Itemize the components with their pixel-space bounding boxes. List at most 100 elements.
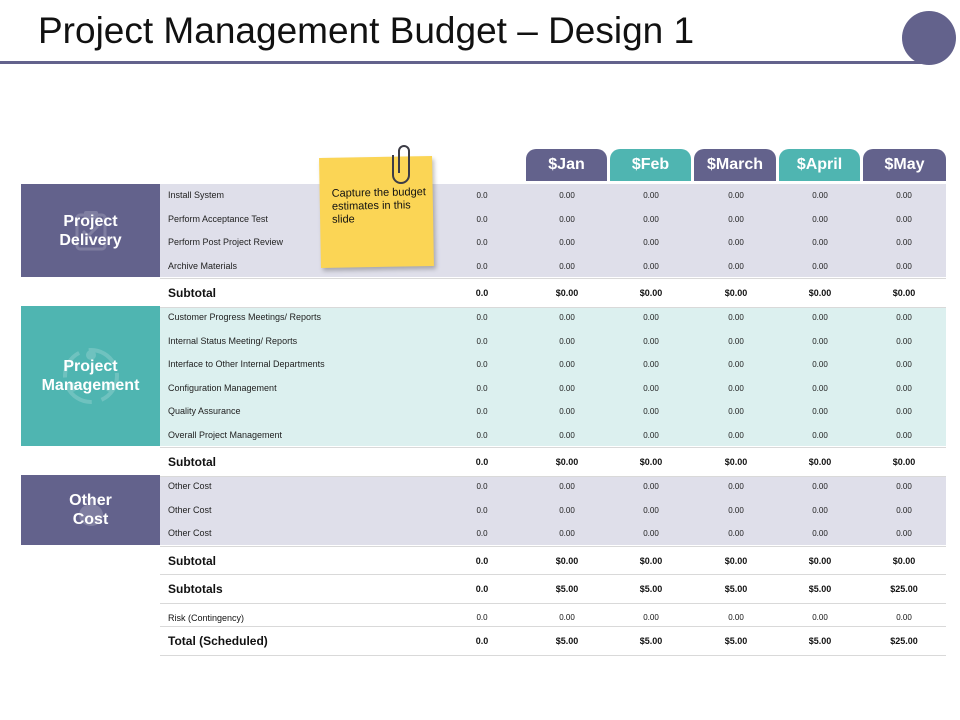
cell-value: 0.0 [475,457,489,467]
cell-value: 0.00 [896,383,912,393]
cell-value: 0.0 [476,261,488,271]
subtotal-row: Subtotal 0.0 $0.00 $0.00 $0.00 $0.00 $0.00 [160,447,946,477]
cell-value: 0.00 [896,613,912,622]
subtotal-row: Subtotal 0.0 $0.00 $0.00 $0.00 $0.00 $0.00 [160,546,946,576]
cell-value: 0.00 [812,529,828,538]
row-label: Subtotal [168,455,216,469]
cell-value: 0.00 [643,407,659,416]
cell-value: 0.0 [476,336,488,346]
cell-value: 0.00 [643,383,659,393]
total-row: Total (Scheduled) 0.0 $5.00 $5.00 $5.00 $5.00… [160,626,946,656]
row-label: Perform Acceptance Test [168,213,268,224]
cell-value: 0.0 [476,482,488,491]
cell-value: 0.00 [559,383,575,393]
cell-value: 0.00 [643,261,659,271]
cell-value: 0.00 [812,261,828,271]
row-label: Other Cost [168,504,212,515]
decorative-circle [902,11,956,65]
sticky-note-text: Capture the budget estimates in this sli… [331,186,426,226]
cell-value: $0.00 [724,457,748,467]
cell-value: $0.00 [892,556,916,566]
cell-value: 0.0 [476,430,488,440]
row-label: Install System [168,190,225,200]
cell-value: 0.00 [812,238,828,247]
cell-value: $5.00 [639,636,663,646]
cell-value: 0.00 [728,407,744,416]
cell-value: 0.00 [643,336,659,346]
cell-value: 0.00 [559,191,575,200]
cell-value: 0.00 [643,505,659,515]
row-label: Other Cost [168,528,212,538]
table-row: Other Cost 0.0 0.00 0.00 0.00 0.00 0.00 [160,475,946,498]
cell-value: 0.00 [559,529,575,538]
cell-value: 0.00 [559,360,575,369]
cell-value: 0.00 [896,191,912,200]
money-bag-icon [73,492,109,528]
cell-value: 0.00 [559,505,575,515]
cell-value: 0.00 [812,214,828,224]
title-underline [0,61,930,64]
paperclip-icon [392,143,414,190]
cell-value: 0.00 [812,407,828,416]
cell-value: 0.00 [728,261,744,271]
cell-value: 0.00 [728,505,744,515]
cell-value: 0.0 [476,360,488,369]
row-label: Risk (Contingency) [168,613,245,623]
cell-value: 0.00 [896,482,912,491]
cell-value: 0.00 [643,238,659,247]
table-row: Archive Materials 0.0 0.00 0.00 0.00 0.00 0.00 [160,255,946,278]
cell-value: 0.00 [896,261,912,271]
cell-value: 0.0 [475,288,489,298]
cell-value: 0.0 [476,313,488,322]
cell-value: 0.00 [728,238,744,247]
cell-value: 0.00 [812,482,828,491]
cell-value: 0.0 [476,383,488,393]
table-row: Install System 0.0 0.00 0.00 0.00 0.00 0.00 [160,184,946,207]
cell-value: 0.00 [643,360,659,369]
cell-value: 0.0 [476,214,488,224]
cell-value: 0.00 [728,430,744,440]
row-label: Interface to Other Internal Departments [168,359,325,369]
table-row: Configuration Management 0.0 0.00 0.00 0.00 0… [160,377,946,400]
row-label: Archive Materials [168,260,238,271]
cell-value: 0.00 [896,529,912,538]
table-row: Customer Progress Meetings/ Reports 0.0 0.… [160,306,946,329]
cell-value: 0.00 [643,482,659,491]
cell-value: 0.00 [643,313,659,322]
row-label: Subtotal [168,286,216,300]
cell-value: 0.00 [728,214,744,224]
section-label-project-management: Project Management [21,306,160,446]
cell-value: 0.00 [896,407,912,416]
cell-value: $0.00 [639,457,663,467]
row-label: Quality Assurance [168,406,241,416]
cell-value: $5.00 [555,636,579,646]
table-row: Perform Acceptance Test 0.0 0.00 0.00 0.00 0.… [160,208,946,231]
table-row: Other Cost 0.0 0.00 0.00 0.00 0.00 0.00 [160,499,946,522]
cell-value: $0.00 [555,288,579,298]
cell-value: $0.00 [808,288,832,298]
cell-value: 0.00 [643,430,659,440]
cell-value: 0.00 [812,613,828,622]
table-row: Interface to Other Internal Departments 0… [160,353,946,376]
cell-value: $25.00 [890,584,918,594]
cell-value: 0.0 [476,407,488,416]
cell-value: 0.0 [476,529,488,538]
cell-value: 0.00 [896,505,912,515]
sticky-note: Capture the budget estimates in this sli… [319,156,434,268]
row-label: Configuration Management [168,382,277,393]
cell-value: 0.00 [812,313,828,322]
cell-value: $5.00 [724,636,748,646]
cell-value: $0.00 [555,556,579,566]
cell-value: 0.00 [728,529,744,538]
cell-value: 0.0 [476,505,488,515]
section-title-line2: Management [41,377,140,394]
cell-value: 0.00 [812,360,828,369]
cell-value: 0.00 [559,214,575,224]
cell-value: 0.00 [812,191,828,200]
cell-value: 0.00 [728,613,744,622]
cell-value: 0.0 [476,613,488,622]
cell-value: 0.00 [643,214,659,224]
cell-value: 0.00 [728,191,744,200]
cell-value: 0.0 [475,584,489,594]
row-label: Other Cost [168,481,212,491]
